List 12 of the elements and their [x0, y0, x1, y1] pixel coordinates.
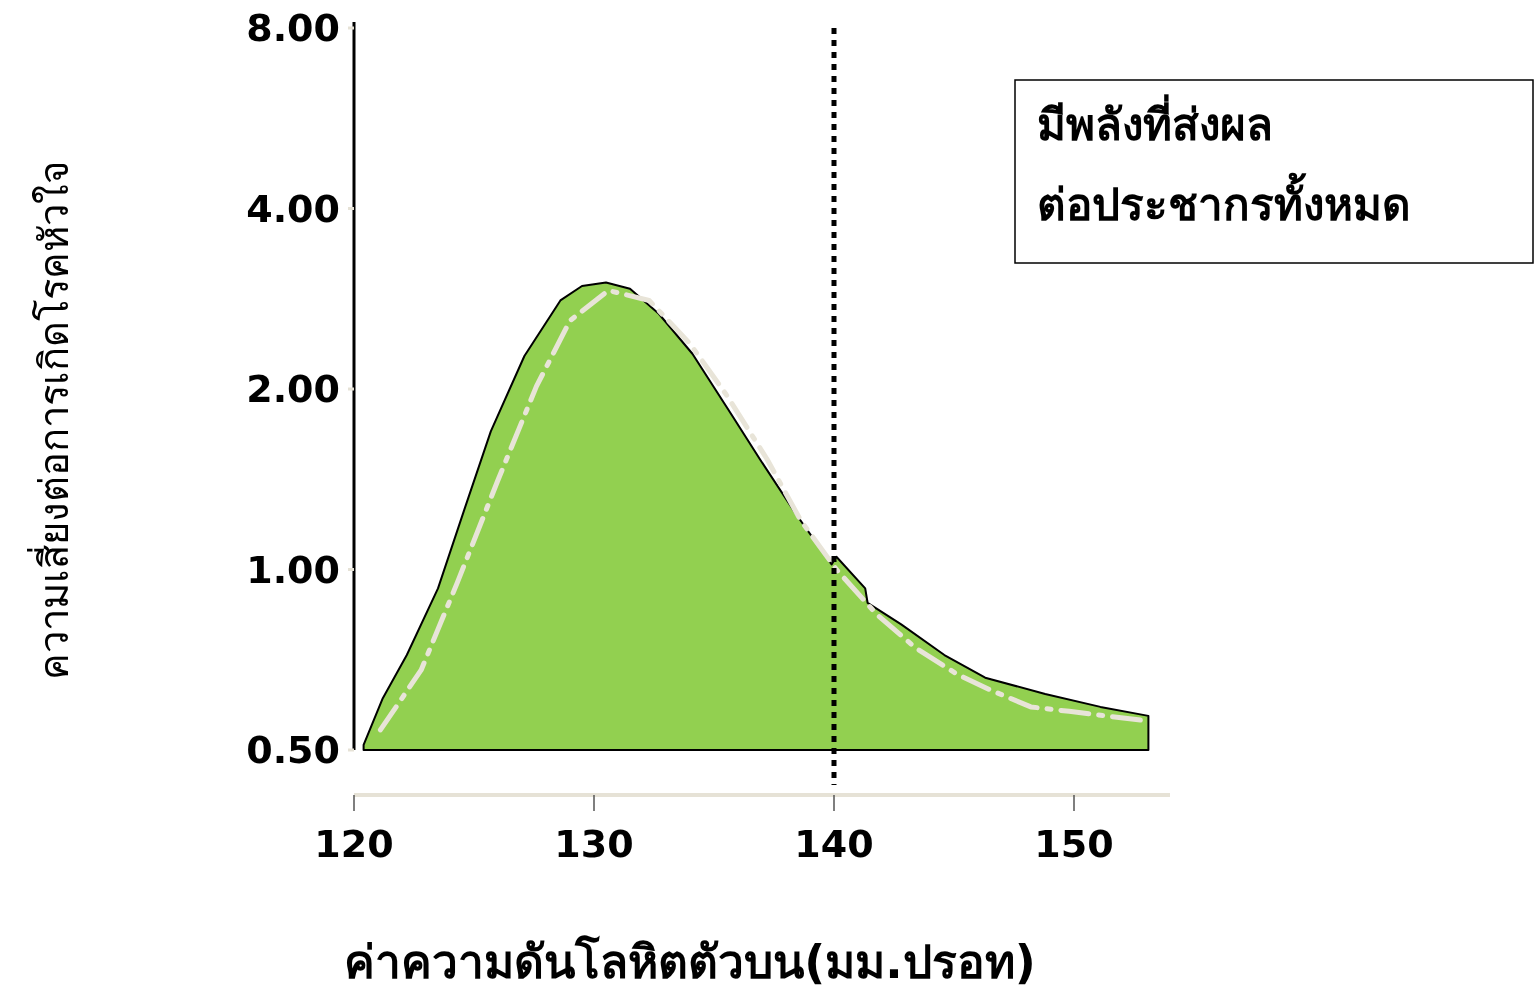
x-tick-label: 120 — [314, 822, 394, 866]
y-axis-title: ความเสี่ยงต่อการเกิดโรคหัวใจ — [27, 160, 77, 680]
y-tick-label: 8.00 — [246, 6, 340, 50]
y-tick-label: 0.50 — [246, 728, 340, 772]
x-tick-label: 140 — [794, 822, 874, 866]
x-tick-label: 150 — [1034, 822, 1114, 866]
y-tick-label: 4.00 — [246, 186, 340, 231]
x-tick-label: 130 — [554, 822, 634, 866]
annotation: มีพลังที่ส่งผล ต่อประชากรทั้งหมด — [1037, 94, 1411, 230]
y-tick-label: 1.00 — [246, 547, 340, 592]
x-axis-title: ค่าความดันโลหิตตัวบน(มม.ปรอท) — [344, 935, 1036, 989]
y-tick-label: 2.00 — [246, 367, 340, 411]
